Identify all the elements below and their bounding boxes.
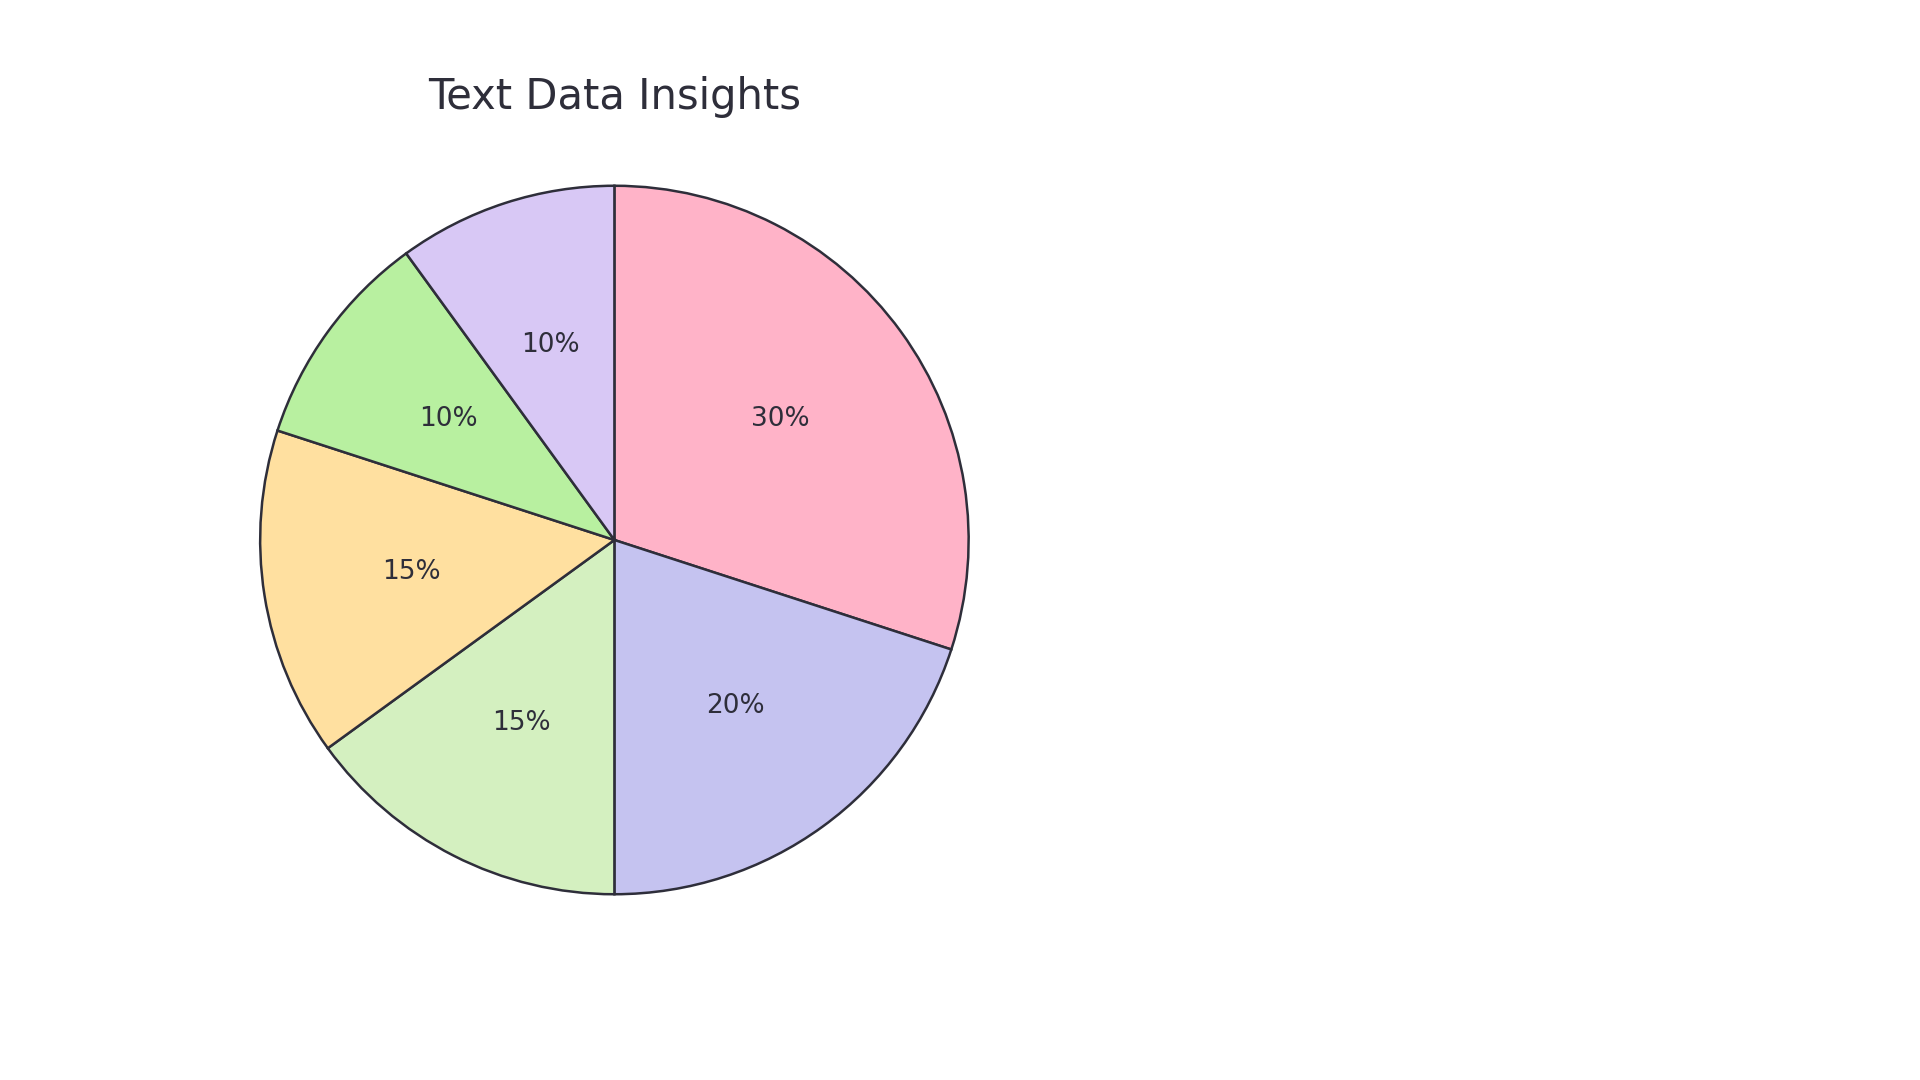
- Text: 10%: 10%: [522, 332, 580, 357]
- Wedge shape: [261, 431, 614, 748]
- Legend: Online Publication [30], Global Trends [20], Visualizations [15], Plastic Waste : Online Publication [30], Global Trends […: [1223, 368, 1642, 712]
- Text: 10%: 10%: [419, 406, 478, 432]
- Text: 20%: 20%: [707, 693, 764, 719]
- Text: 15%: 15%: [492, 710, 551, 737]
- Wedge shape: [407, 186, 614, 540]
- Text: 15%: 15%: [382, 559, 442, 585]
- Text: 30%: 30%: [751, 406, 810, 432]
- Text: Text Data Insights: Text Data Insights: [428, 76, 801, 118]
- Wedge shape: [614, 540, 950, 894]
- Wedge shape: [328, 540, 614, 894]
- Wedge shape: [614, 186, 968, 649]
- Wedge shape: [278, 254, 614, 540]
